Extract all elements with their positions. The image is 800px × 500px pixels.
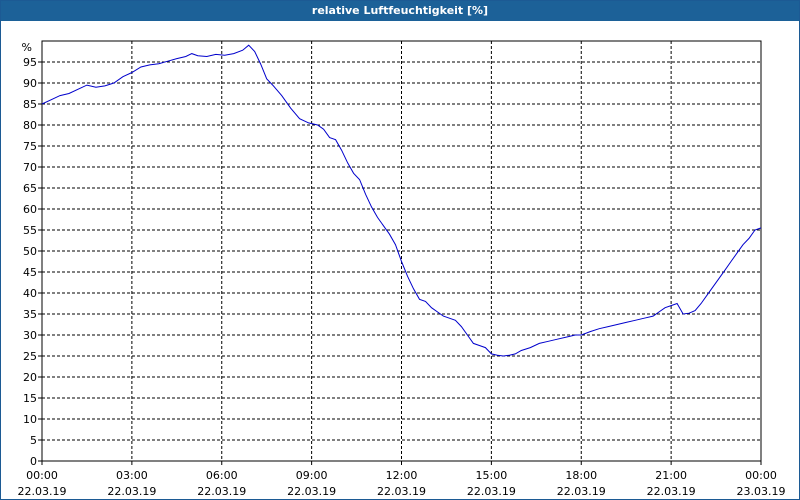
y-tick-label: 10 bbox=[23, 413, 37, 426]
x-tick-date: 22.03.19 bbox=[377, 485, 426, 498]
y-tick-label: 90 bbox=[23, 77, 37, 90]
x-tick-date: 22.03.19 bbox=[647, 485, 696, 498]
x-tick-labels: 00:00 22.03.19 03:00 22.03.19 06:00 22.03.19 0… bbox=[18, 469, 786, 498]
x-tick-time: 18:00 bbox=[565, 469, 597, 482]
y-tick-label: 60 bbox=[23, 203, 37, 216]
y-tick-label: 25 bbox=[23, 350, 37, 363]
y-tick-label: 15 bbox=[23, 392, 37, 405]
y-tick-label: 70 bbox=[23, 161, 37, 174]
y-tick-label: 30 bbox=[23, 329, 37, 342]
y-tick-label: 80 bbox=[23, 119, 37, 132]
x-tick-date: 22.03.19 bbox=[557, 485, 606, 498]
x-tick-time: 06:00 bbox=[206, 469, 238, 482]
y-tick-label: 85 bbox=[23, 98, 37, 111]
y-tick-label: 20 bbox=[23, 371, 37, 384]
x-tick-time: 21:00 bbox=[655, 469, 687, 482]
x-tick-time: 00:00 bbox=[26, 469, 58, 482]
y-tick-label: 5 bbox=[30, 434, 37, 447]
grid bbox=[42, 41, 761, 461]
x-tick-date: 22.03.19 bbox=[107, 485, 156, 498]
plot-frame bbox=[41, 40, 762, 462]
y-tick-label: 55 bbox=[23, 224, 37, 237]
x-tick-time: 09:00 bbox=[296, 469, 328, 482]
axes bbox=[38, 40, 762, 465]
x-tick-time: 15:00 bbox=[476, 469, 508, 482]
y-tick-label: 0 bbox=[30, 455, 37, 468]
x-tick-time: 12:00 bbox=[386, 469, 418, 482]
x-tick-date: 22.03.19 bbox=[287, 485, 336, 498]
x-tick-time: 00:00 bbox=[745, 469, 777, 482]
x-tick-date: 22.03.19 bbox=[467, 485, 516, 498]
y-tick-labels: 0 5 10 15 20 25 30 35 40 45 50 55 60 65 70 75 80 85 90 95 bbox=[23, 56, 37, 468]
y-axis-unit: % bbox=[22, 41, 32, 54]
chart-title: relative Luftfeuchtigkeit [%] bbox=[1, 1, 799, 21]
y-tick-label: 95 bbox=[23, 56, 37, 69]
y-tick-label: 50 bbox=[23, 245, 37, 258]
humidity-series-line bbox=[41, 44, 762, 357]
y-tick-label: 45 bbox=[23, 266, 37, 279]
x-tick-time: 03:00 bbox=[116, 469, 148, 482]
x-tick-date: 22.03.19 bbox=[18, 485, 67, 498]
x-tick-date: 22.03.19 bbox=[197, 485, 246, 498]
y-tick-label: 65 bbox=[23, 182, 37, 195]
y-tick-label: 35 bbox=[23, 308, 37, 321]
y-tick-label: 40 bbox=[23, 287, 37, 300]
y-tick-label: 75 bbox=[23, 140, 37, 153]
x-tick-date: 23.03.19 bbox=[737, 485, 786, 498]
